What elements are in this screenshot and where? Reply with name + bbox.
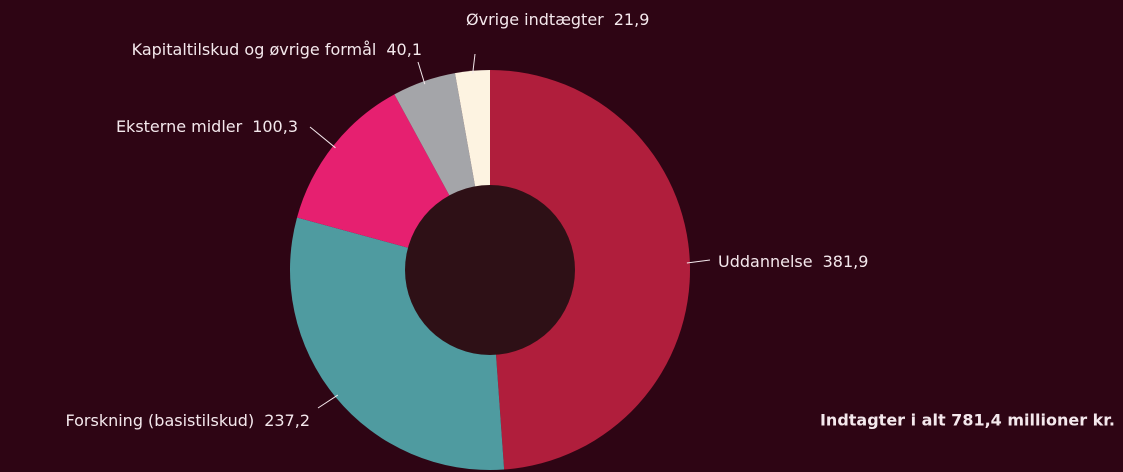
slice-label: Uddannelse 381,9 [718,252,868,271]
slice-label: Eksterne midler 100,3 [116,117,298,136]
slice-label: Kapitaltilskud og øvrige formål 40,1 [132,40,422,59]
value-label: 40,1 [386,40,422,59]
leader-line [317,394,339,409]
value-label: 381,9 [823,252,869,271]
leader-line [417,61,426,85]
leader-line [309,126,336,149]
value-label: 21,9 [614,10,650,29]
slice-label: Forskning (basistilskud) 237,2 [65,411,310,430]
donut-hole [405,185,575,355]
value-label: 237,2 [264,411,310,430]
slice-label: Øvrige indtægter 21,9 [466,10,649,29]
category-label: Kapitaltilskud og øvrige formål [132,40,377,59]
category-label: Uddannelse [718,252,813,271]
category-label: Forskning (basistilskud) [65,411,254,430]
total-annotation: Indtagter i alt 781,4 millioner kr. [820,411,1115,430]
leader-line [686,259,711,264]
leader-line [472,53,476,74]
category-label: Eksterne midler [116,117,243,136]
slice [490,70,690,470]
category-label: Øvrige indtægter [466,10,604,29]
value-label: 100,3 [252,117,298,136]
